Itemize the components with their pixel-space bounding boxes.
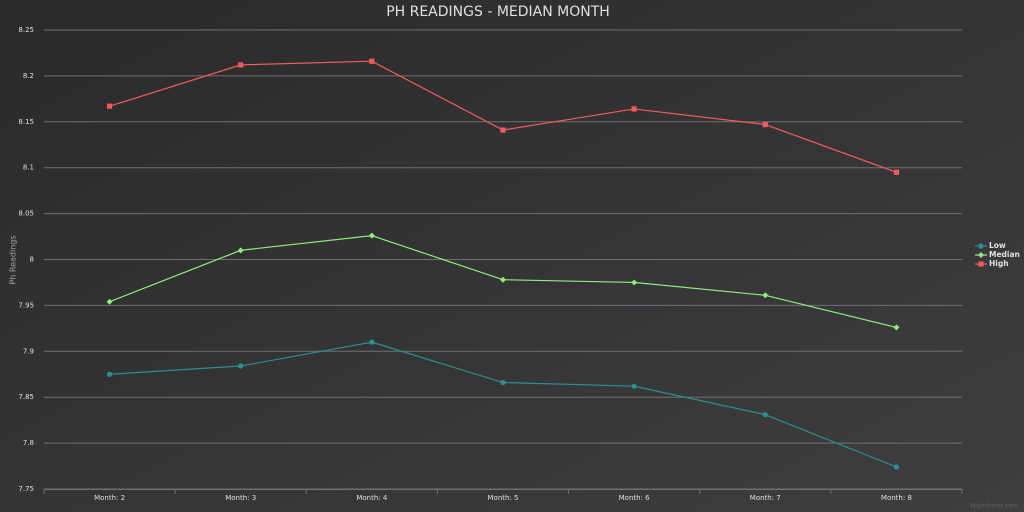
- y-tick-label: 7.85: [18, 393, 34, 401]
- x-tick-label: Month: 2: [94, 494, 125, 502]
- legend-label: Median: [989, 250, 1020, 259]
- marker: [762, 121, 768, 128]
- marker: [631, 279, 638, 286]
- y-tick-label: 8: [30, 256, 34, 264]
- marker: [893, 324, 900, 331]
- marker: [762, 292, 769, 299]
- marker: [978, 252, 984, 258]
- marker: [238, 363, 244, 369]
- marker: [369, 58, 375, 64]
- chart-title: PH READINGS - MEDIAN MONTH: [386, 4, 610, 20]
- y-tick-label: 8.25: [18, 26, 34, 34]
- marker: [368, 232, 375, 239]
- y-tick-label: 7.95: [18, 301, 34, 309]
- marker: [369, 339, 375, 345]
- marker: [238, 62, 244, 68]
- marker: [500, 379, 506, 386]
- marker: [500, 127, 506, 133]
- x-tick-label: Month: 8: [881, 494, 912, 502]
- y-tick-label: 8.15: [18, 118, 34, 126]
- marker: [106, 371, 113, 377]
- x-tick-label: Month: 5: [488, 494, 519, 502]
- x-tick-label: Month: 7: [750, 494, 781, 502]
- marker: [106, 103, 113, 109]
- legend-label: High: [989, 259, 1009, 268]
- x-tick-label: Month: 6: [619, 494, 651, 502]
- x-tick-label: Month: 3: [225, 494, 256, 502]
- marker: [106, 298, 113, 305]
- marker: [237, 247, 244, 254]
- marker: [631, 383, 637, 389]
- y-tick-label: 8.1: [23, 164, 34, 172]
- marker: [762, 412, 768, 418]
- marker: [893, 169, 900, 175]
- marker: [978, 243, 984, 249]
- y-tick-label: 7.9: [23, 347, 34, 355]
- marker: [978, 261, 984, 267]
- x-tick-label: Month: 4: [356, 494, 388, 502]
- marker: [631, 106, 637, 112]
- legend-label: Low: [989, 241, 1006, 250]
- marker: [893, 464, 900, 470]
- y-axis-title: Ph Readings: [9, 235, 18, 284]
- y-tick-label: 8.05: [18, 210, 34, 218]
- y-tick-label: 7.75: [18, 485, 34, 493]
- y-tick-label: 7.8: [23, 439, 34, 447]
- marker: [500, 276, 506, 283]
- y-tick-label: 8.2: [23, 72, 34, 80]
- credits: Highcharts.com: [971, 503, 1018, 510]
